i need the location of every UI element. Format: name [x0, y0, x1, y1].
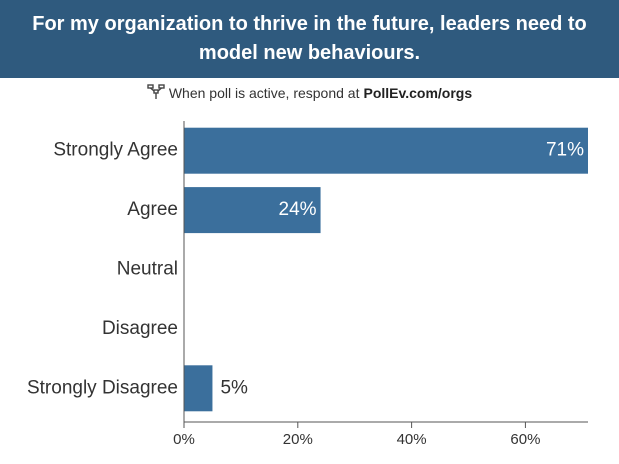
value-label: 24% — [279, 199, 317, 220]
poll-everywhere-icon — [147, 83, 165, 103]
x-tick-label: 60% — [510, 431, 540, 448]
bar — [184, 187, 321, 234]
poll-title: For my organization to thrive in the fut… — [32, 13, 587, 64]
category-label: Strongly Agree — [53, 140, 178, 161]
category-label: Disagree — [102, 318, 178, 339]
poll-header: For my organization to thrive in the fut… — [0, 0, 619, 78]
value-label: 5% — [220, 377, 248, 398]
x-tick-label: 0% — [173, 431, 195, 448]
x-tick-label: 20% — [283, 431, 313, 448]
bar — [184, 127, 588, 174]
bar — [184, 365, 213, 412]
value-label: 71% — [546, 140, 584, 161]
category-label: Strongly Disagree — [27, 377, 178, 398]
category-label: Neutral — [117, 259, 178, 280]
category-label: Agree — [127, 199, 178, 220]
response-instruction: When poll is active, respond at PollEv.c… — [0, 82, 619, 104]
poll-url[interactable]: PollEv.com/orgs — [363, 85, 473, 101]
instruction-text: When poll is active, respond at — [168, 85, 360, 101]
x-tick-label: 40% — [397, 431, 427, 448]
